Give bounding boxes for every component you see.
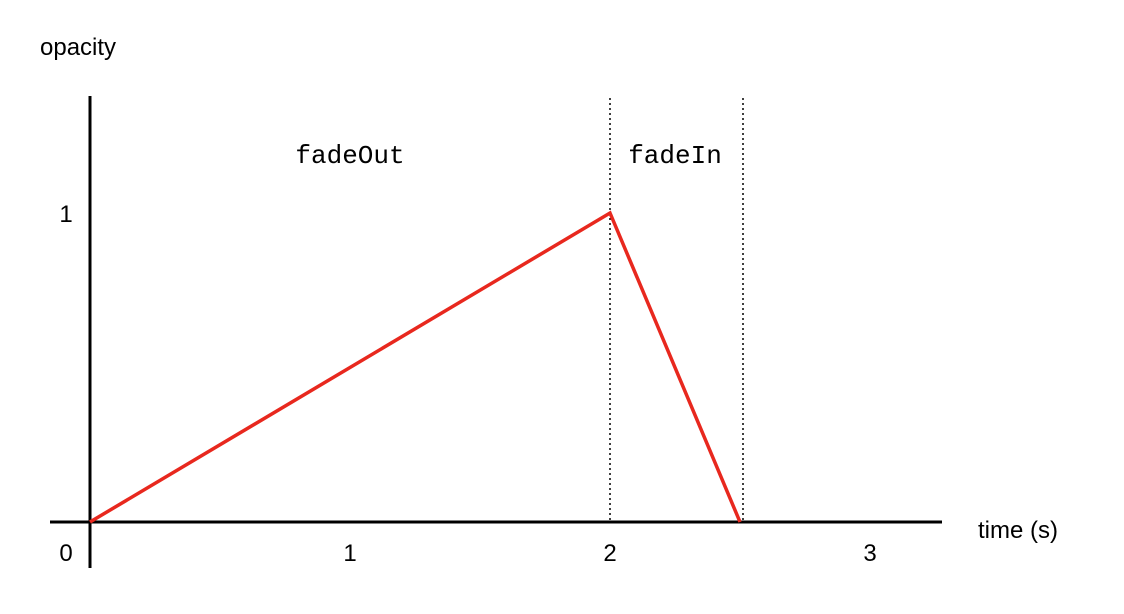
y-axis-label: opacity [40,34,116,61]
x-tick-label: 0 [59,540,72,567]
phase-boundaries [609,98,744,522]
x-axis-label: time (s) [978,517,1058,544]
x-tick-label: 3 [863,540,876,567]
phase-label: fadeIn [628,141,722,171]
x-tick-label: 2 [603,540,616,567]
phase-annotations: fadeOut fadeIn [295,141,721,171]
x-tick-label: 1 [343,540,356,567]
series-line [89,210,742,524]
phase-label: fadeOut [295,141,404,171]
series-group [89,210,742,524]
y-tick-labels: 1 [59,201,72,228]
y-tick-label: 1 [59,201,72,228]
x-tick-labels: 0 1 2 3 [59,540,876,567]
